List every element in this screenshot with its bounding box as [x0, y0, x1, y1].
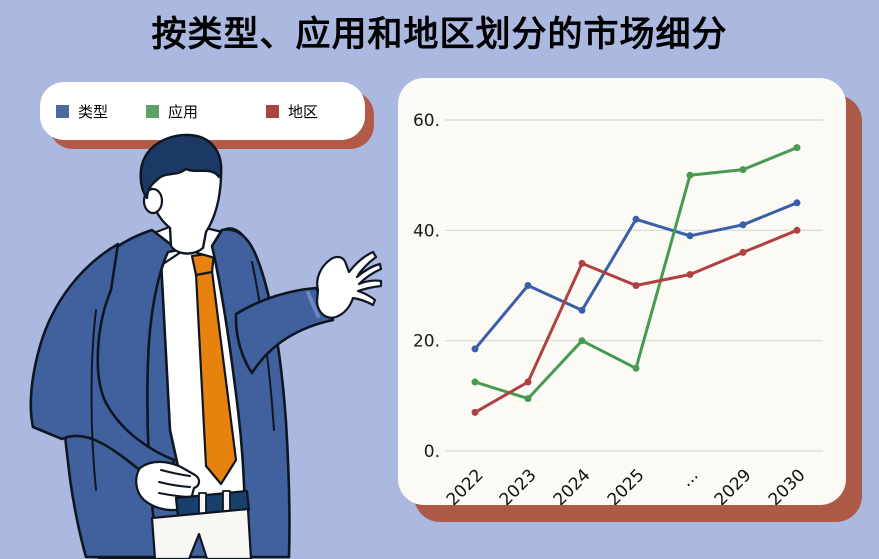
x-axis-tick-label: ...: [677, 465, 703, 491]
data-point-地区: [578, 259, 586, 267]
data-point-地区: [793, 226, 801, 234]
y-axis-tick-label: 20.: [413, 332, 440, 352]
y-axis-tick-label: 40.: [413, 221, 440, 241]
data-point-应用: [686, 171, 694, 179]
page-title: 按类型、应用和地区划分的市场细分: [151, 15, 728, 55]
hair: [139, 133, 223, 200]
data-point-类型: [578, 306, 586, 314]
legend-card: 类型 应用 地区: [40, 82, 365, 140]
data-point-地区: [632, 282, 640, 289]
data-point-应用: [471, 378, 479, 386]
x-axis-tick-label: 2025: [604, 465, 649, 505]
application-series-swatch-icon: [146, 104, 160, 118]
legend-item-application: 应用: [146, 101, 198, 122]
data-point-应用: [793, 144, 801, 152]
x-axis-tick-label: 2029: [711, 465, 756, 505]
data-point-应用: [739, 166, 747, 174]
data-point-地区: [686, 271, 694, 278]
x-axis-tick-label: 2024: [550, 465, 595, 505]
data-point-类型: [739, 221, 747, 229]
data-point-应用: [632, 364, 640, 372]
series-line-地区: [473, 228, 799, 414]
data-point-类型: [793, 199, 801, 207]
cuff-highlight: [306, 291, 320, 318]
legend-label-region: 地区: [288, 102, 319, 121]
x-axis-tick-label: 2023: [496, 465, 541, 505]
series-line-类型: [473, 201, 799, 351]
type-series-swatch-icon: [56, 104, 69, 118]
data-point-地区: [524, 378, 532, 386]
ear: [142, 187, 164, 215]
data-point-类型: [686, 232, 694, 240]
pants: [150, 507, 253, 559]
extended-arm: [234, 286, 335, 375]
data-point-地区: [471, 408, 479, 416]
data-point-类型: [471, 345, 479, 353]
open-hand: [315, 250, 383, 319]
x-axis-tick-label: 2022: [443, 465, 488, 505]
region-series-swatch-icon: [266, 104, 280, 118]
data-point-类型: [632, 215, 640, 223]
legend-label-application: 应用: [168, 102, 199, 121]
market-segmentation-line-chart: 60. 40. 20. 0.2022 2023 2024 2025... 2029 2030: [413, 111, 823, 505]
chart-panel: 60. 40. 20. 0. 2022 2023 2024 2025... 2029 2030: [398, 78, 846, 505]
y-axis-tick-label: 0.: [424, 442, 440, 462]
y-axis-tick-label: 60.: [413, 111, 440, 131]
bent-arm: [29, 242, 176, 485]
legend-item-type: 类型: [56, 101, 108, 122]
presenter-illustration: [29, 133, 383, 559]
data-point-地区: [739, 248, 747, 256]
series-line-应用: [473, 146, 799, 401]
data-point-应用: [524, 395, 532, 403]
x-axis-tick-label: 2030: [765, 465, 810, 505]
data-point-应用: [578, 337, 586, 345]
data-point-类型: [524, 282, 532, 289]
legend-item-region: 地区: [266, 101, 318, 122]
legend-label-type: 类型: [78, 102, 109, 121]
